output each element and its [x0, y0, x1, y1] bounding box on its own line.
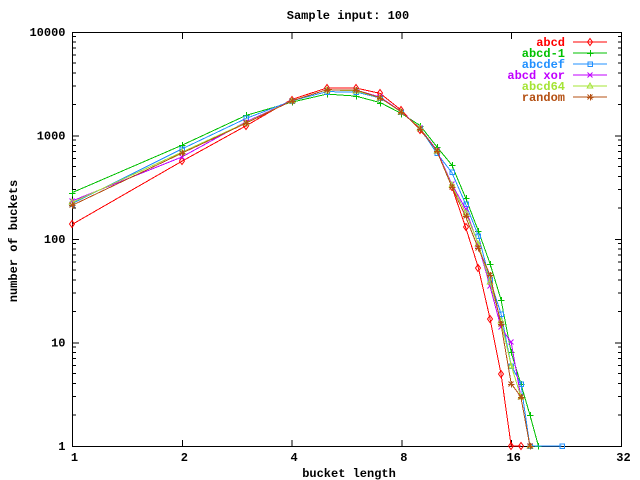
svg-text:32: 32	[616, 451, 630, 465]
svg-text:16: 16	[506, 451, 520, 465]
svg-text:abcd: abcd	[536, 36, 565, 50]
svg-text:random: random	[522, 91, 565, 105]
svg-text:number of buckets: number of buckets	[7, 180, 21, 302]
svg-text:2: 2	[181, 451, 188, 465]
svg-text:1000: 1000	[37, 130, 66, 144]
svg-text:10000: 10000	[29, 26, 65, 40]
svg-text:Sample input: 100: Sample input: 100	[287, 9, 409, 23]
svg-text:bucket length: bucket length	[302, 467, 396, 480]
svg-text:100: 100	[44, 233, 66, 247]
svg-text:abcdef: abcdef	[522, 58, 565, 72]
svg-text:abcd64: abcd64	[522, 80, 565, 94]
svg-text:10: 10	[51, 337, 65, 351]
svg-text:1: 1	[58, 440, 65, 454]
svg-text:abcd-1: abcd-1	[522, 47, 565, 61]
svg-text:4: 4	[290, 451, 297, 465]
svg-text:1: 1	[71, 451, 78, 465]
svg-text:abcd xor: abcd xor	[507, 69, 565, 83]
svg-text:8: 8	[400, 451, 407, 465]
